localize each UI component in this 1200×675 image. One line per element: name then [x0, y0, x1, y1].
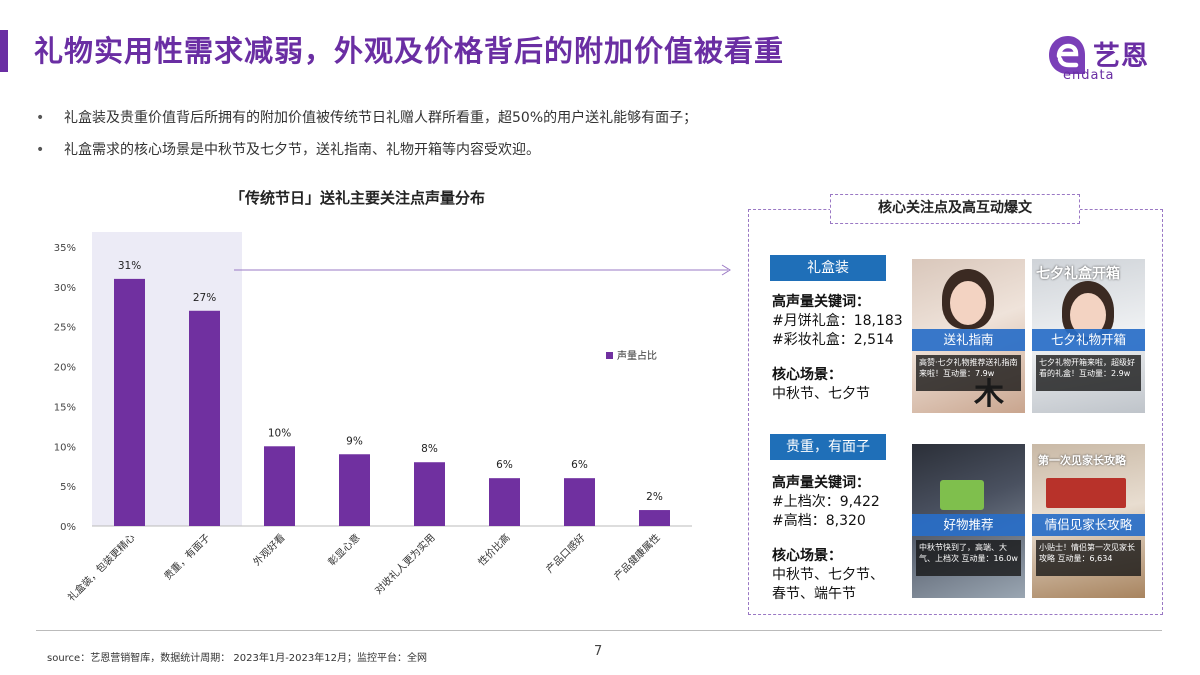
y-tick-label: 30% [54, 283, 76, 294]
card-caption: 好物推荐 [912, 514, 1025, 536]
summary-bullet: 礼盒装及贵重价值背后所拥有的附加价值被传统节日礼赠人群所看重，超50%的用户送礼… [36, 102, 1156, 134]
bar [264, 446, 295, 526]
scene-item: 中秋节、七夕节、 [772, 567, 884, 583]
card-caption: 送礼指南 [912, 329, 1025, 351]
legend-swatch [606, 352, 613, 359]
page-title: 礼物实用性需求减弱，外观及价格背后的附加价值被看重 [34, 34, 785, 68]
logo-text-cn: 艺恩 [1093, 41, 1149, 72]
card-overlay-text: 木 [974, 377, 1004, 412]
card-photo-face [950, 281, 986, 325]
card-description: 七夕礼物开箱来啦，超级好看的礼盒！互动量：2.9w [1036, 355, 1141, 391]
scene-item: 春节、端午节 [772, 586, 856, 602]
category-label: 彰显心意 [325, 531, 362, 568]
group-info-gift-box: 高声量关键词： #月饼礼盒：18,183 #彩妆礼盒：2,514 核心场景： 中… [772, 293, 907, 404]
footer-source: source：艺恩营销智库，数据统计周期： 2023年1月-2023年12月；监… [47, 653, 427, 664]
bar [564, 478, 595, 526]
data-label: 10% [268, 427, 291, 439]
card-photo [940, 480, 984, 510]
page-number: 7 [594, 644, 603, 659]
bar [489, 478, 520, 526]
data-label: 2% [646, 491, 663, 503]
category-label: 产品口感好 [543, 531, 588, 576]
connector-arrow-head [721, 264, 731, 276]
summary-bullet: 礼盒需求的核心场景是中秋节及七夕节，送礼指南、礼物开箱等内容受欢迎。 [36, 134, 1156, 166]
keywords-heading: 高声量关键词： [772, 475, 870, 491]
data-label: 9% [346, 435, 363, 447]
card-caption: 七夕礼物开箱 [1032, 329, 1145, 351]
card-overlay-text: 七夕礼盒开箱 [1036, 266, 1120, 282]
tag-valuable: 贵重，有面子 [770, 434, 886, 460]
summary-bullets: 礼盒装及贵重价值背后所拥有的附加价值被传统节日礼赠人群所看重，超50%的用户送礼… [36, 102, 1156, 166]
post-card-meet-parents[interactable]: 第一次见家长攻略 情侣见家长攻略 小贴士！情侣第一次见家长攻略 互动量：6,63… [1032, 444, 1145, 598]
bar [414, 462, 445, 526]
group-info-valuable: 高声量关键词： #上档次：9,422 #高档：8,320 核心场景： 中秋节、七… [772, 474, 907, 604]
title-accent-bar [0, 30, 8, 72]
keyword-item: #上档次：9,422 [772, 494, 880, 510]
data-label: 31% [118, 260, 141, 272]
category-label: 性价比高 [475, 531, 512, 568]
scene-heading: 核心场景： [772, 367, 842, 383]
bar [189, 310, 220, 526]
legend-label: 声量占比 [617, 349, 657, 362]
logo-text-en: endata [1063, 68, 1115, 83]
card-description: 高赞·七夕礼物推荐送礼指南来啦！互动量：7.9w [916, 355, 1021, 391]
category-label: 对收礼人更为实用 [372, 531, 438, 597]
category-label: 产品健康属性 [611, 531, 663, 583]
y-tick-label: 0% [60, 522, 76, 533]
card-caption: 情侣见家长攻略 [1032, 514, 1145, 536]
card-overlay-text: 第一次见家长攻略 [1038, 454, 1126, 467]
card-description: 小贴士！情侣第一次见家长攻略 互动量：6,634 [1036, 540, 1141, 576]
endata-logo-icon [1049, 36, 1085, 74]
scene-item: 中秋节、七夕节 [772, 386, 870, 402]
post-card-gift-guide[interactable]: 木 送礼指南 高赞·七夕礼物推荐送礼指南来啦！互动量：7.9w [912, 259, 1025, 413]
bar [339, 454, 370, 526]
panel-title: 核心关注点及高互动爆文 [830, 194, 1080, 224]
card-photo [1046, 478, 1126, 508]
data-label: 27% [193, 292, 216, 304]
y-tick-label: 15% [54, 402, 76, 413]
y-tick-label: 10% [54, 442, 76, 453]
endata-logo: 艺恩 endata [1045, 32, 1175, 88]
y-tick-label: 35% [54, 243, 76, 254]
category-label: 礼盒装，包装更精心 [65, 531, 138, 604]
category-label: 外观好看 [250, 531, 287, 568]
card-description: 中秋节快到了，高端、大气、上档次 互动量：16.0w [916, 540, 1021, 576]
chart-title: 「传统节日」送礼主要关注点声量分布 [230, 189, 486, 207]
category-label: 贵重，有面子 [161, 531, 213, 583]
post-card-qixi-unboxing[interactable]: 七夕礼盒开箱 七夕礼物开箱 七夕礼物开箱来啦，超级好看的礼盒！互动量：2.9w [1032, 259, 1145, 413]
keywords-heading: 高声量关键词： [772, 294, 870, 310]
bar [114, 278, 145, 526]
y-tick-label: 20% [54, 363, 76, 374]
scene-heading: 核心场景： [772, 548, 842, 564]
post-card-product-recommend[interactable]: 好物推荐 中秋节快到了，高端、大气、上档次 互动量：16.0w [912, 444, 1025, 598]
keyword-item: #高档：8,320 [772, 513, 866, 529]
data-label: 6% [496, 459, 513, 471]
footer-divider [36, 630, 1162, 631]
keyword-item: #月饼礼盒：18,183 [772, 313, 903, 329]
data-label: 6% [571, 459, 588, 471]
tag-gift-box: 礼盒装 [770, 255, 886, 281]
bar [639, 510, 670, 526]
y-tick-label: 5% [60, 482, 76, 493]
y-tick-label: 25% [54, 323, 76, 334]
keyword-item: #彩妆礼盒：2,514 [772, 332, 894, 348]
data-label: 8% [421, 443, 438, 455]
